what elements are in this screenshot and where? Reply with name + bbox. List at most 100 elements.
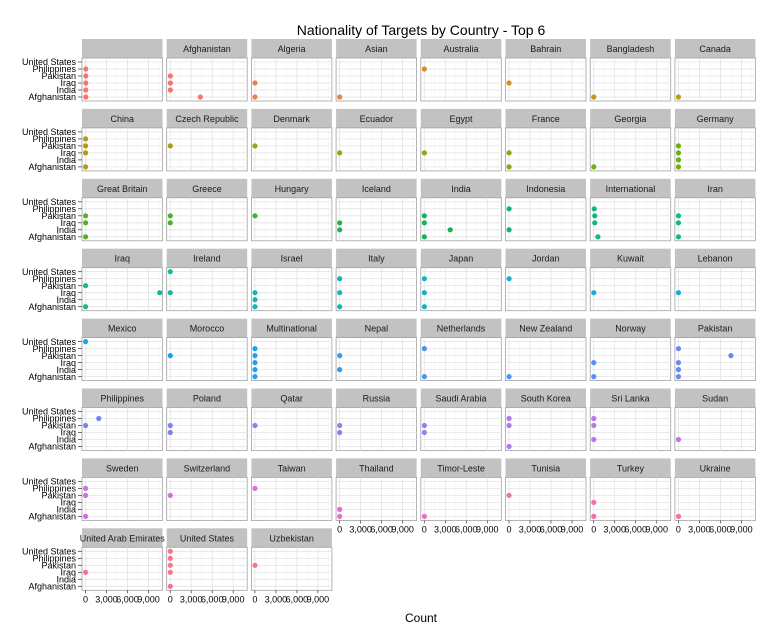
y-tick-label: Pakistan	[41, 421, 76, 431]
facet-panel: Nepal	[335, 318, 418, 382]
facet-plot-area	[674, 337, 756, 382]
facet-strip	[420, 39, 502, 58]
data-point	[82, 339, 89, 345]
facet-plot-area	[81, 197, 163, 242]
facet-strip	[82, 39, 163, 58]
facet-panel: Germany	[674, 108, 756, 172]
data-point	[675, 346, 682, 352]
facet-panel: International	[589, 178, 672, 242]
facet-plot-area	[589, 476, 672, 521]
facet-strip	[505, 108, 586, 128]
data-point	[83, 80, 89, 86]
facet-strip-label: United Arab Emirates	[80, 533, 166, 543]
data-point	[728, 353, 734, 359]
facet-strip	[505, 248, 586, 268]
data-point	[675, 290, 682, 296]
chart-title: Nationality of Targets by Country - Top …	[297, 22, 546, 38]
facet-panel: Bahrain	[505, 39, 587, 102]
facet-strip	[82, 388, 163, 408]
data-point	[252, 297, 258, 303]
facet-plot-area	[81, 127, 163, 172]
facet-panel: Indonesia	[505, 178, 587, 242]
data-point	[167, 562, 173, 568]
facet-strip-label: Afghanistan	[183, 44, 231, 54]
data-point	[675, 220, 682, 226]
facet-panel: Iran	[674, 178, 756, 242]
data-point	[421, 422, 427, 429]
facet-plot-area	[420, 127, 502, 172]
facet-panel: United Arab Emirates AfghanistanIndiaIraq…	[22, 528, 165, 604]
data-point	[197, 94, 203, 100]
data-point	[83, 73, 89, 79]
x-tick-label: 0	[252, 594, 257, 604]
data-point	[82, 213, 89, 219]
facet-strip	[674, 178, 756, 198]
facet-strip	[82, 248, 163, 268]
facet-panel: Kuwait	[589, 248, 672, 312]
facet-strip	[251, 388, 332, 408]
y-tick-label: Iraq	[60, 498, 76, 508]
x-tick-label: 6,000	[201, 594, 224, 604]
facet-strip	[674, 108, 756, 128]
x-tick-label: 9,000	[391, 524, 414, 534]
x-tick-label: 3,000	[95, 594, 118, 604]
data-point	[421, 513, 427, 520]
data-point	[506, 443, 512, 450]
facet-panel: Asian	[335, 39, 418, 102]
facet-panel: Multinational	[250, 318, 333, 382]
facet-plot-area	[420, 267, 502, 312]
facet-strip-label: Czech Republic	[175, 114, 239, 124]
facet-panel: Japan	[420, 248, 502, 312]
facet-strip-label: Sudan	[702, 394, 728, 404]
data-point	[337, 227, 343, 233]
data-point	[591, 415, 597, 422]
facet-plot-area	[166, 476, 248, 521]
facet-plot-area	[674, 197, 756, 242]
facet-panel: Iceland	[335, 178, 418, 242]
facet-strip	[420, 108, 502, 128]
facet-grid: AfghanistanIndiaIraqPakistanPhilippinesU…	[22, 39, 756, 604]
facet-plot-area	[250, 197, 333, 242]
facet-panel: Israel	[250, 248, 333, 312]
x-tick-label: 6,000	[624, 524, 647, 534]
facet-strip-label: South Korea	[521, 394, 571, 404]
data-point	[337, 150, 343, 156]
facet-strip-label: Algeria	[278, 44, 306, 54]
facet-panel: Sri Lanka	[589, 388, 672, 451]
facet-panel: Canada	[674, 39, 756, 102]
facet-plot-area	[674, 267, 756, 312]
data-point	[167, 290, 173, 296]
facet-panel: Russia	[335, 388, 418, 451]
data-point	[167, 213, 173, 219]
facet-plot-area	[166, 546, 248, 591]
facet-strip	[166, 39, 248, 58]
facet-strip-label: Mexico	[108, 324, 137, 334]
facet-strip	[251, 248, 332, 268]
y-tick-label: Pakistan	[41, 281, 76, 291]
facet-panel: Pakistan	[674, 318, 756, 382]
facet-panel: Bangladesh	[589, 39, 672, 102]
data-point	[591, 164, 597, 170]
facet-strip-label: Morocco	[190, 324, 225, 334]
facet-plot-area	[166, 337, 248, 382]
y-tick-label: India	[56, 295, 76, 305]
data-point	[167, 87, 173, 93]
data-point	[167, 353, 173, 359]
data-point	[167, 220, 173, 226]
facet-plot-area	[674, 476, 756, 521]
facet-strip	[336, 39, 417, 58]
facet-strip	[590, 39, 671, 58]
y-tick-label: Afghanistan	[28, 92, 76, 102]
facet-strip-label: Jordan	[532, 254, 560, 264]
facet-strip	[82, 458, 163, 478]
facet-panel: Greece	[166, 178, 248, 242]
x-tick-label: 6,000	[370, 524, 393, 534]
facet-panel: Netherlands	[420, 318, 502, 382]
facet-strip-label: Kuwait	[617, 254, 645, 264]
facet-plot-area	[166, 127, 248, 172]
facet-strip-label: Qatar	[280, 394, 303, 404]
facet-strip	[674, 388, 756, 408]
data-point	[421, 304, 427, 310]
facet-plot-area	[250, 476, 333, 521]
